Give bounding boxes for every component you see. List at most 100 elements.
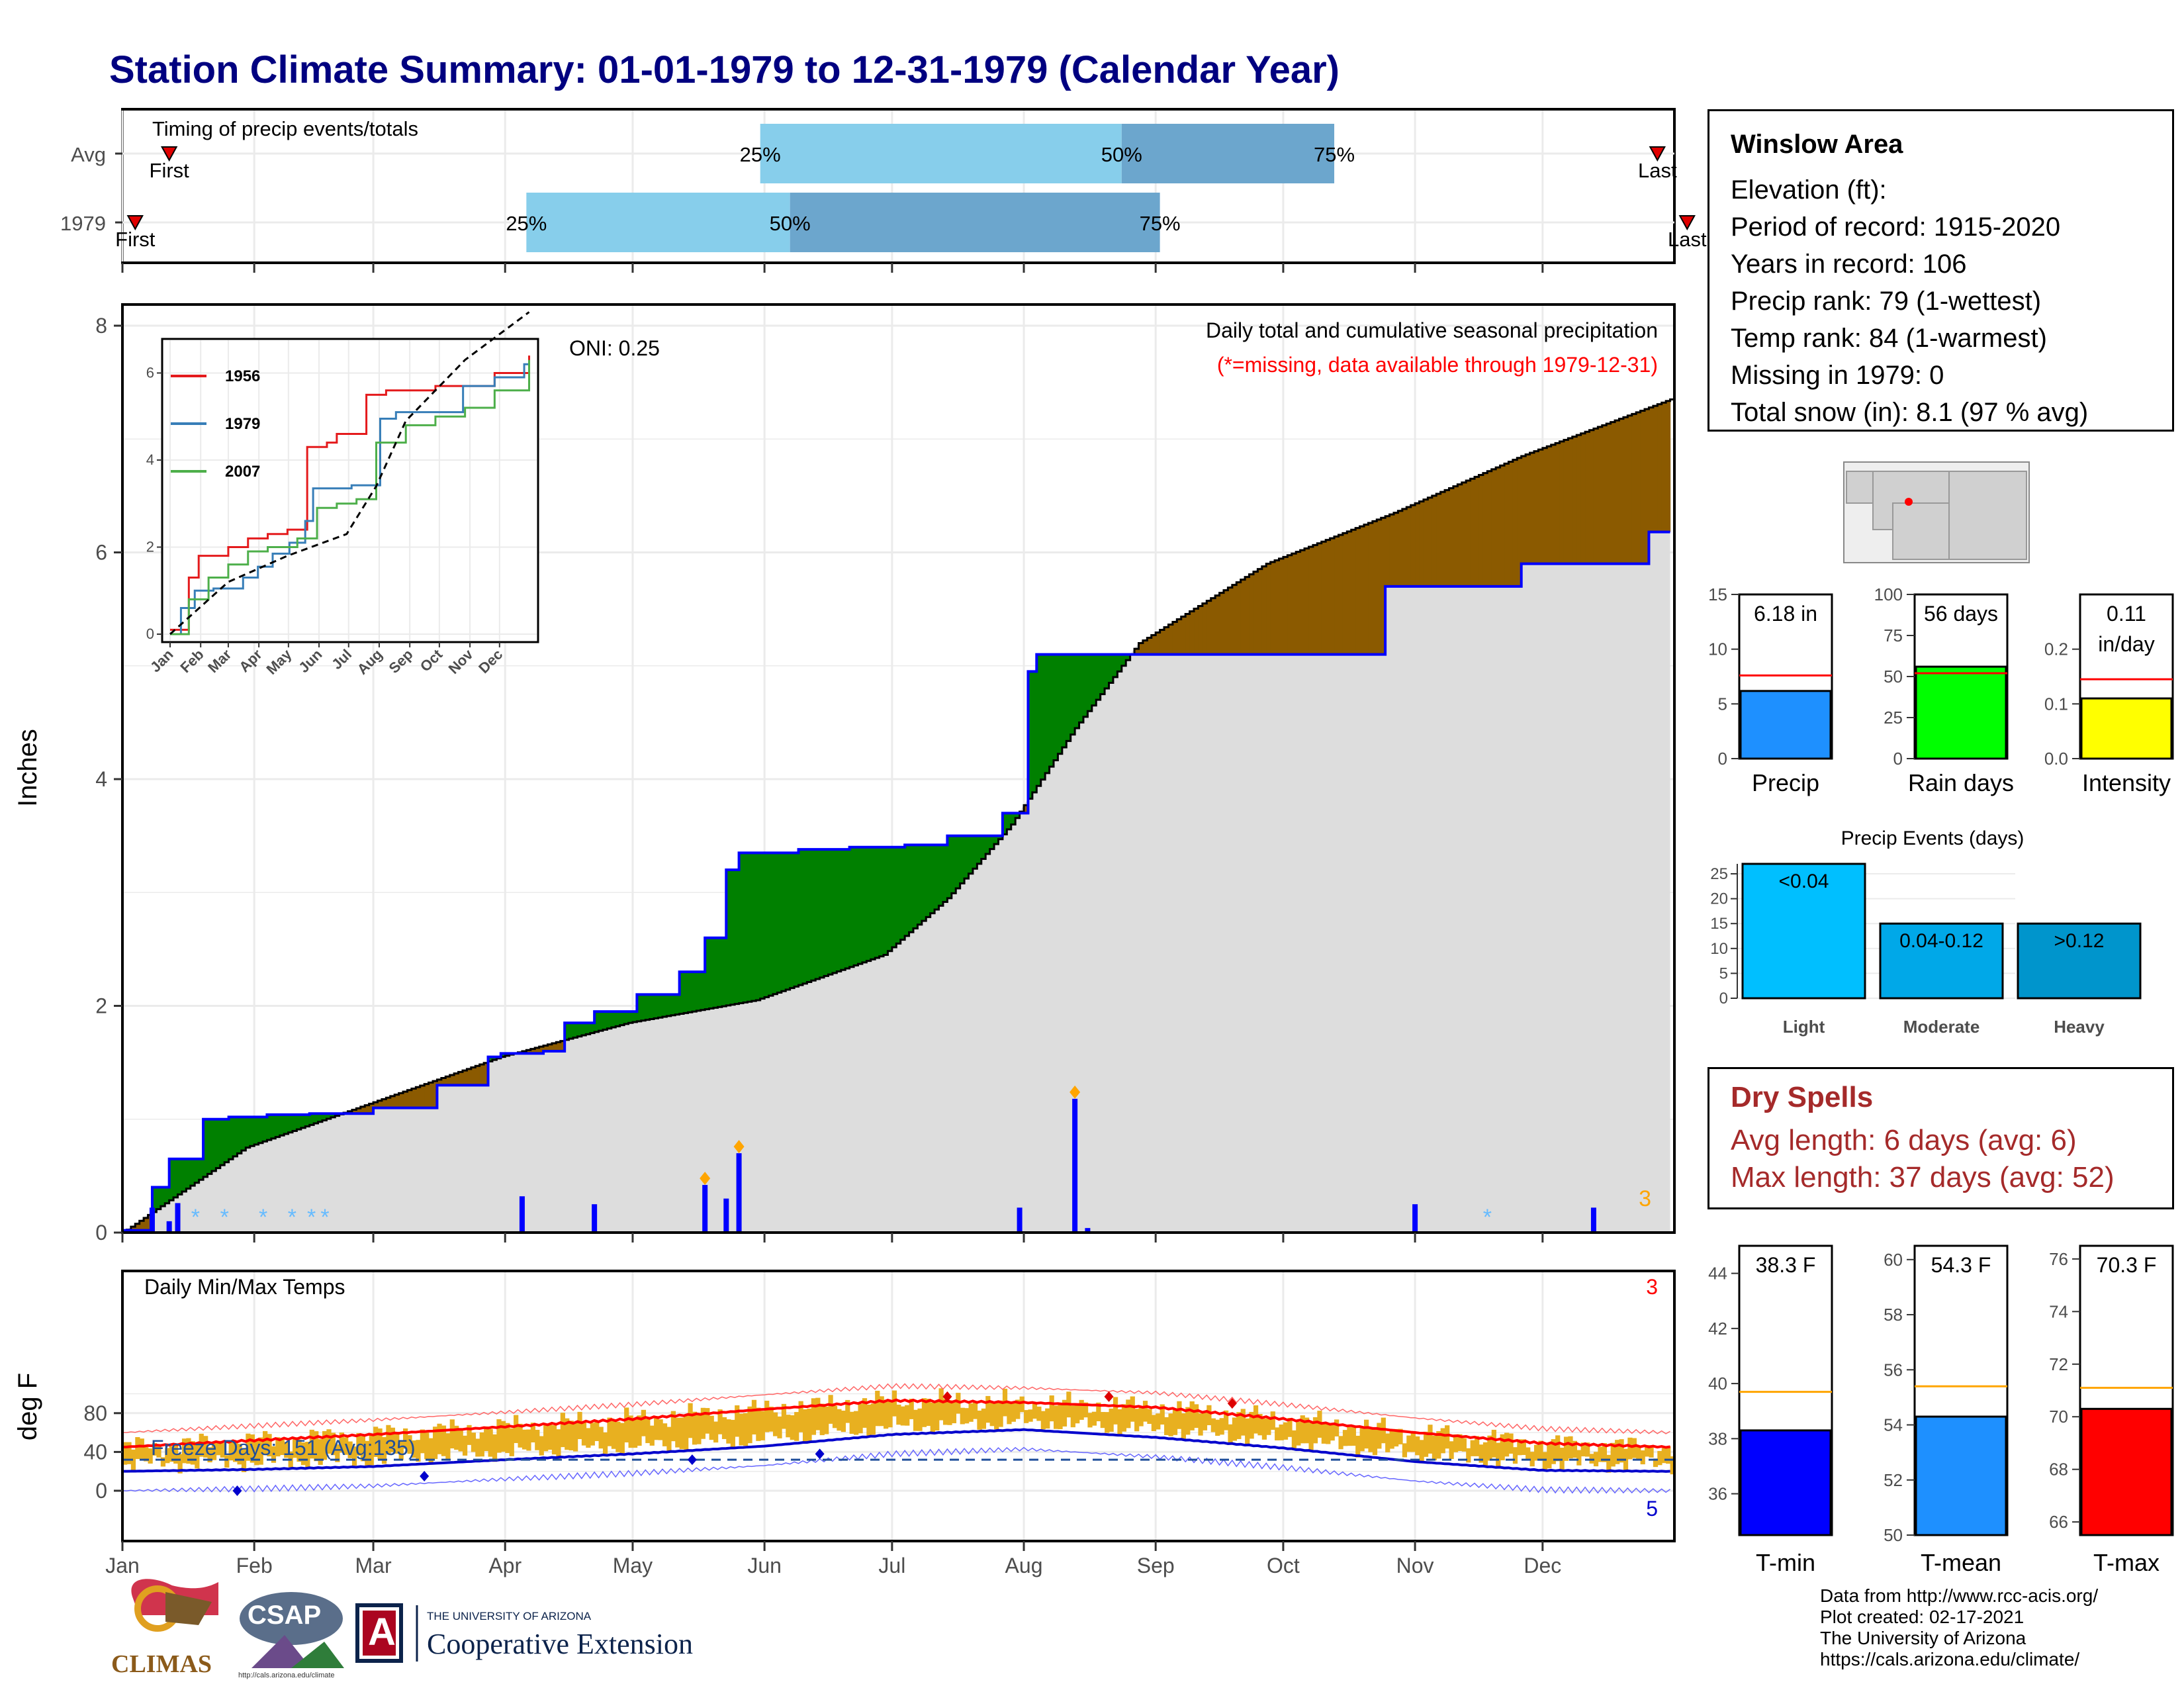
month-label: Sep — [1137, 1554, 1175, 1577]
cumulative-diff-segment — [292, 1114, 298, 1131]
cumulative-diff-segment — [1615, 420, 1620, 564]
daily-temp-bar — [713, 1421, 719, 1443]
snow-marker: * — [320, 1205, 329, 1230]
daily-temp-bar — [339, 1432, 344, 1453]
daily-temp-bar — [1487, 1435, 1492, 1461]
summary-chart: 36 38 40 42 44 38.3 F T-min — [1708, 1244, 1833, 1576]
daily-temp-bar — [811, 1398, 817, 1435]
daily-temp-bar — [449, 1419, 455, 1449]
daily-temp-bar — [1296, 1421, 1301, 1446]
cumulative-diff-segment — [977, 835, 982, 864]
daily-temp-bar — [152, 1442, 158, 1456]
daily-temp-bar — [875, 1390, 880, 1427]
daily-temp-bar — [900, 1406, 905, 1426]
station-detail-line: Years in record: 106 — [1731, 250, 1967, 279]
daily-temp-bar — [989, 1401, 995, 1427]
daily-temp-bar — [1185, 1407, 1191, 1435]
cumulative-diff-segment — [390, 1096, 395, 1108]
cumulative-diff-segment — [951, 835, 956, 894]
daily-temp-bar — [500, 1421, 506, 1452]
timing-p75-label: 75% — [1314, 143, 1355, 166]
daily-temp-bar — [891, 1390, 897, 1417]
daily-temp-bar — [1109, 1408, 1114, 1432]
timing-last-marker — [1678, 215, 1696, 231]
cumulative-diff-segment — [216, 1119, 221, 1168]
daily-temp-bar — [1172, 1409, 1178, 1435]
daily-temp-bar — [598, 1427, 604, 1449]
cumulative-diff-segment — [628, 1011, 633, 1023]
daily-temp-bar — [220, 1442, 225, 1458]
cumulative-diff-segment — [1172, 622, 1177, 655]
daily-temp-bar — [514, 1415, 519, 1443]
temp-count-low: 5 — [1646, 1497, 1658, 1521]
cumulative-diff-segment — [441, 1078, 446, 1086]
cumulative-diff-segment — [688, 972, 693, 1013]
cumulative-diff-segment — [1598, 426, 1603, 564]
cumulative-diff-segment — [730, 870, 735, 1005]
cumulative-diff-segment — [870, 847, 876, 960]
month-label: Nov — [1396, 1554, 1434, 1577]
daily-temp-bar — [518, 1423, 523, 1448]
cumulative-diff-segment — [1245, 577, 1250, 655]
daily-temp-bar — [335, 1444, 340, 1462]
daily-temp-bar — [802, 1409, 808, 1442]
cumulative-diff-segment — [1406, 507, 1412, 586]
daily-temp-bar — [130, 1449, 136, 1472]
cumulative-diff-segment — [760, 853, 765, 999]
cumulative-diff-segment — [1253, 571, 1258, 655]
cumulative-diff-segment — [581, 1023, 586, 1036]
observed-cumulative-line — [122, 530, 1670, 1232]
avg-cumulative-line — [122, 398, 1674, 1234]
daily-temp-bar — [1606, 1454, 1612, 1473]
daily-temp-bar — [972, 1402, 978, 1419]
cumulative-diff-segment — [1402, 508, 1407, 586]
cumulative-diff-segment — [246, 1117, 251, 1148]
daily-temp-bar — [1091, 1411, 1097, 1426]
daily-temp-bar — [254, 1440, 259, 1466]
cumulative-diff-segment — [1206, 600, 1212, 655]
daily-temp-bar — [165, 1448, 170, 1464]
precip-y-tick-label: 8 — [95, 314, 107, 338]
dry-spells-avg: Avg length: 6 days (avg: 6) — [1731, 1124, 2077, 1156]
daily-temp-bar — [177, 1454, 183, 1474]
daily-temp-bar — [573, 1422, 578, 1452]
cumulative-diff-segment — [535, 1047, 540, 1054]
cumulative-diff-segment — [1602, 425, 1607, 564]
daily-temp-bar — [186, 1438, 191, 1464]
daily-temp-bar — [351, 1446, 357, 1466]
temp-y-tick-label: 40 — [83, 1440, 107, 1464]
timing-panel: 25% 50% 75% First Last Avg 25% 50% 75% First Last 1… — [60, 108, 1707, 273]
cumulative-diff-segment — [398, 1093, 404, 1108]
cumulative-diff-segment — [942, 845, 948, 902]
daily-temp-bar — [1228, 1424, 1233, 1443]
daily-temp-bar — [1062, 1399, 1068, 1427]
daily-temp-bar — [1436, 1431, 1441, 1459]
cumulative-diff-segment — [1415, 503, 1420, 586]
cumulative-diff-segment — [896, 847, 901, 944]
daily-temp-bar — [284, 1442, 289, 1458]
cumulative-diff-segment — [1138, 643, 1144, 655]
daily-temp-bar — [1649, 1445, 1654, 1458]
daily-temp-bar — [977, 1410, 982, 1430]
cumulative-diff-segment — [662, 994, 667, 1017]
cumulative-diff-segment — [1117, 654, 1122, 672]
daily-temp-bar — [1657, 1450, 1662, 1466]
oni-label: ONI: 0.25 — [569, 336, 660, 360]
cumulative-diff-segment — [968, 835, 974, 874]
daily-temp-bar — [1580, 1442, 1586, 1457]
daily-precip-bar — [1085, 1228, 1091, 1233]
daily-temp-bar — [1585, 1442, 1590, 1457]
events-tick-label: 5 — [1719, 964, 1728, 982]
daily-temp-bar — [1598, 1446, 1603, 1462]
daily-temp-bar — [824, 1406, 829, 1434]
cumulative-diff-segment — [454, 1073, 459, 1086]
daily-temp-bar — [870, 1403, 876, 1435]
daily-temp-bar — [1636, 1446, 1641, 1461]
cumulative-diff-segment — [1091, 654, 1097, 706]
timing-first-marker — [126, 215, 144, 231]
daily-temp-bar — [1236, 1412, 1242, 1439]
daily-temp-bar — [1181, 1413, 1186, 1440]
daily-temp-bar — [858, 1403, 863, 1434]
timing-first-label: First — [150, 159, 190, 182]
